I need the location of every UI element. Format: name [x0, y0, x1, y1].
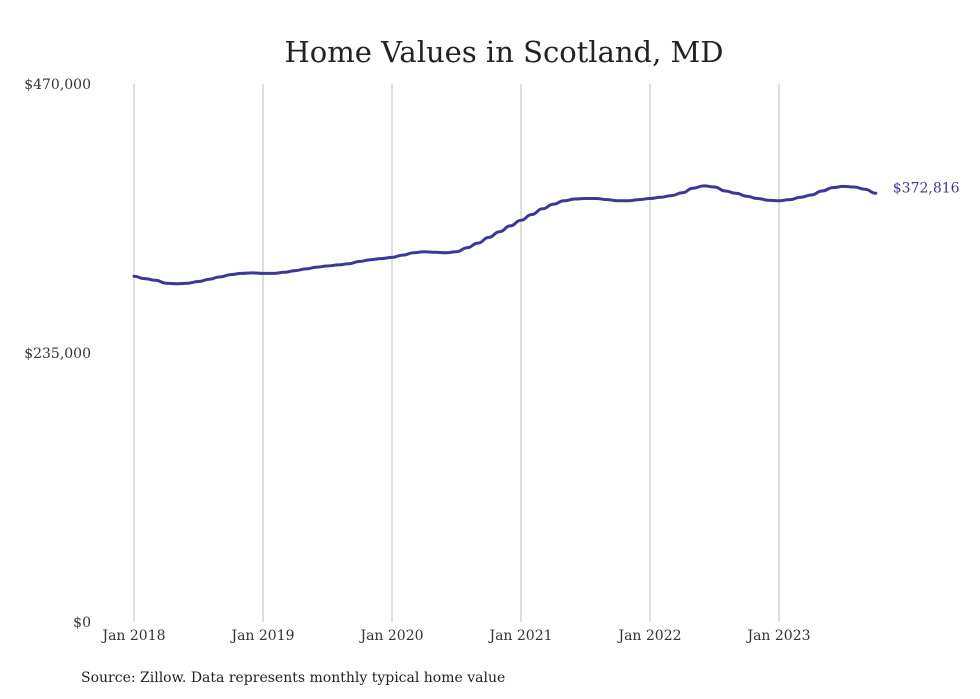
x-tick-label: Jan 2020: [358, 628, 423, 644]
x-tick-label: Jan 2022: [616, 628, 681, 644]
y-tick-label: $235,000: [24, 346, 91, 362]
y-tick-label: $470,000: [24, 77, 91, 93]
x-tick-label: Jan 2023: [745, 628, 810, 644]
series-line-home-value: [132, 184, 878, 286]
x-tick-label: Jan 2018: [100, 628, 165, 644]
y-tick-label: $0: [73, 615, 91, 631]
source-note: Source: Zillow. Data represents monthly …: [81, 670, 505, 686]
x-tick-label: Jan 2021: [487, 628, 552, 644]
end-value-label: $372,816: [893, 180, 960, 196]
x-axis-ticks: Jan 2018 Jan 2019 Jan 2020 Jan 2021 Jan 2022…: [100, 628, 810, 644]
x-tick-label: Jan 2019: [229, 628, 294, 644]
chart-title: Home Values in Scotland, MD: [285, 35, 724, 69]
gridlines: [133, 84, 780, 622]
y-axis-ticks: $0 $235,000 $470,000: [24, 77, 91, 631]
